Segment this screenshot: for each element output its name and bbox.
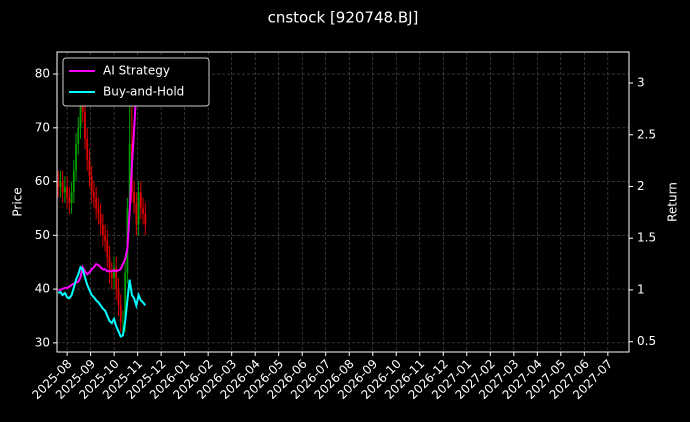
candle-body: [108, 256, 111, 273]
legend-box: [62, 57, 210, 107]
candle-body: [90, 176, 93, 193]
y2-tick-label: 1: [637, 282, 645, 296]
candle-body: [88, 160, 91, 177]
series-line: [58, 86, 146, 291]
candle-body: [124, 272, 127, 322]
candle-body: [135, 203, 138, 225]
legend-label: Buy-and-Hold: [103, 85, 184, 99]
candle-body: [99, 213, 102, 225]
y2-tick-label: 3: [637, 76, 645, 90]
candle-body: [86, 138, 89, 161]
y-tick-label: 30: [35, 335, 50, 349]
candle-body: [75, 143, 77, 171]
y-tick-label: 50: [35, 228, 50, 242]
candle-body: [122, 321, 124, 323]
candle-body: [104, 235, 106, 241]
candle-body: [128, 143, 131, 209]
candle-body: [117, 289, 120, 306]
candle-body: [77, 127, 80, 144]
candle-body: [84, 111, 86, 139]
candle-body: [133, 192, 136, 204]
y2-axis-label: Return: [666, 182, 680, 222]
candle-body: [68, 197, 71, 204]
y2-tick-label: 0.5: [637, 334, 656, 348]
candle-body: [101, 224, 104, 236]
candle-body: [119, 305, 122, 322]
candle-body: [144, 213, 147, 225]
candle-body: [137, 192, 140, 225]
candle-body: [57, 181, 60, 187]
y2-tick-label: 2.5: [637, 127, 656, 141]
y2-tick-label: 1.5: [637, 231, 656, 245]
candle-body: [139, 192, 142, 209]
candle-body: [66, 186, 69, 198]
y-tick-label: 60: [35, 174, 50, 188]
candle-body: [113, 267, 115, 279]
y2-tick-label: 2: [637, 179, 645, 193]
chart-title: cnstock [920748.BJ]: [268, 9, 419, 27]
candle-body: [79, 106, 82, 128]
plot-frame: [56, 51, 630, 353]
legend-label: AI Strategy: [103, 64, 170, 78]
y-tick-label: 80: [35, 67, 50, 81]
y-tick-label: 70: [35, 120, 50, 134]
candle-body: [115, 267, 118, 290]
candle-body: [70, 192, 73, 204]
candle-body: [61, 181, 64, 193]
candle-body: [95, 197, 98, 209]
candle-body: [106, 240, 109, 257]
candle-body: [110, 272, 113, 279]
y-tick-label: 40: [35, 282, 50, 296]
y-axis-label: Price: [11, 187, 25, 216]
candle-body: [93, 192, 95, 198]
candle-body: [81, 106, 84, 112]
series-line: [57, 265, 147, 338]
candle-body: [142, 208, 144, 214]
candle-body: [72, 170, 75, 193]
candle-body: [59, 181, 62, 187]
candle-body: [63, 186, 66, 193]
candle-body: [97, 208, 100, 214]
